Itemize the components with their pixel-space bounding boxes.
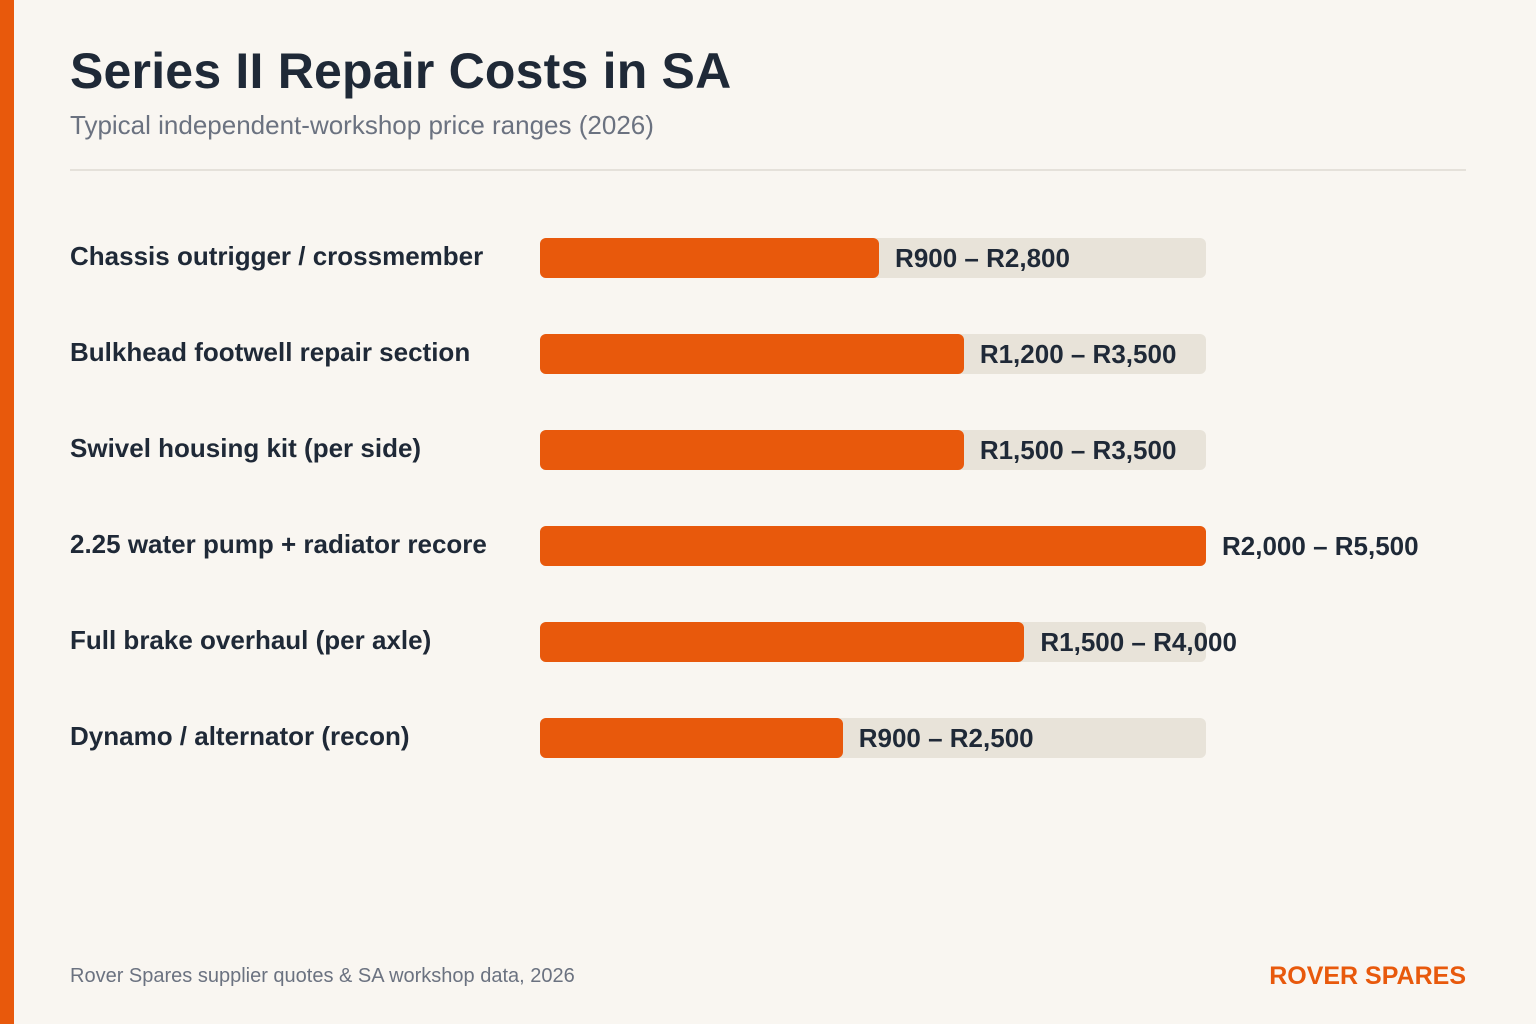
category-label: Swivel housing kit (per side) <box>70 433 422 463</box>
bar-fill <box>540 718 843 758</box>
value-label: R2,000 – R5,500 <box>1222 531 1419 561</box>
bar-fill <box>540 238 880 278</box>
value-label: R1,500 – R3,500 <box>979 435 1177 465</box>
category-label: Chassis outrigger / crossmember <box>70 241 484 271</box>
bar-fill <box>540 526 1206 566</box>
category-label: Full brake overhaul (per axle) <box>70 625 432 655</box>
chart-subtitle: Typical independent-workshop price range… <box>70 110 654 140</box>
value-label: R900 – R2,500 <box>858 723 1034 753</box>
brand-logo-text: ROVER SPARES <box>1269 962 1466 990</box>
category-label: Dynamo / alternator (recon) <box>70 721 410 751</box>
value-label: R900 – R2,800 <box>895 243 1070 273</box>
bar-fill <box>540 622 1025 662</box>
category-label: 2.25 water pump + radiator recore <box>70 529 487 559</box>
chart-title: Series II Repair Costs in SA <box>70 43 732 99</box>
value-label: R1,200 – R3,500 <box>979 339 1177 369</box>
source-note: Rover Spares supplier quotes & SA worksh… <box>70 965 575 987</box>
value-label: R1,500 – R4,000 <box>1040 627 1237 657</box>
bar-fill <box>540 430 964 470</box>
header-divider <box>70 169 1466 171</box>
category-label: Bulkhead footwell repair section <box>70 337 471 367</box>
bar-fill <box>540 334 964 374</box>
left-accent-bar <box>0 0 14 1024</box>
